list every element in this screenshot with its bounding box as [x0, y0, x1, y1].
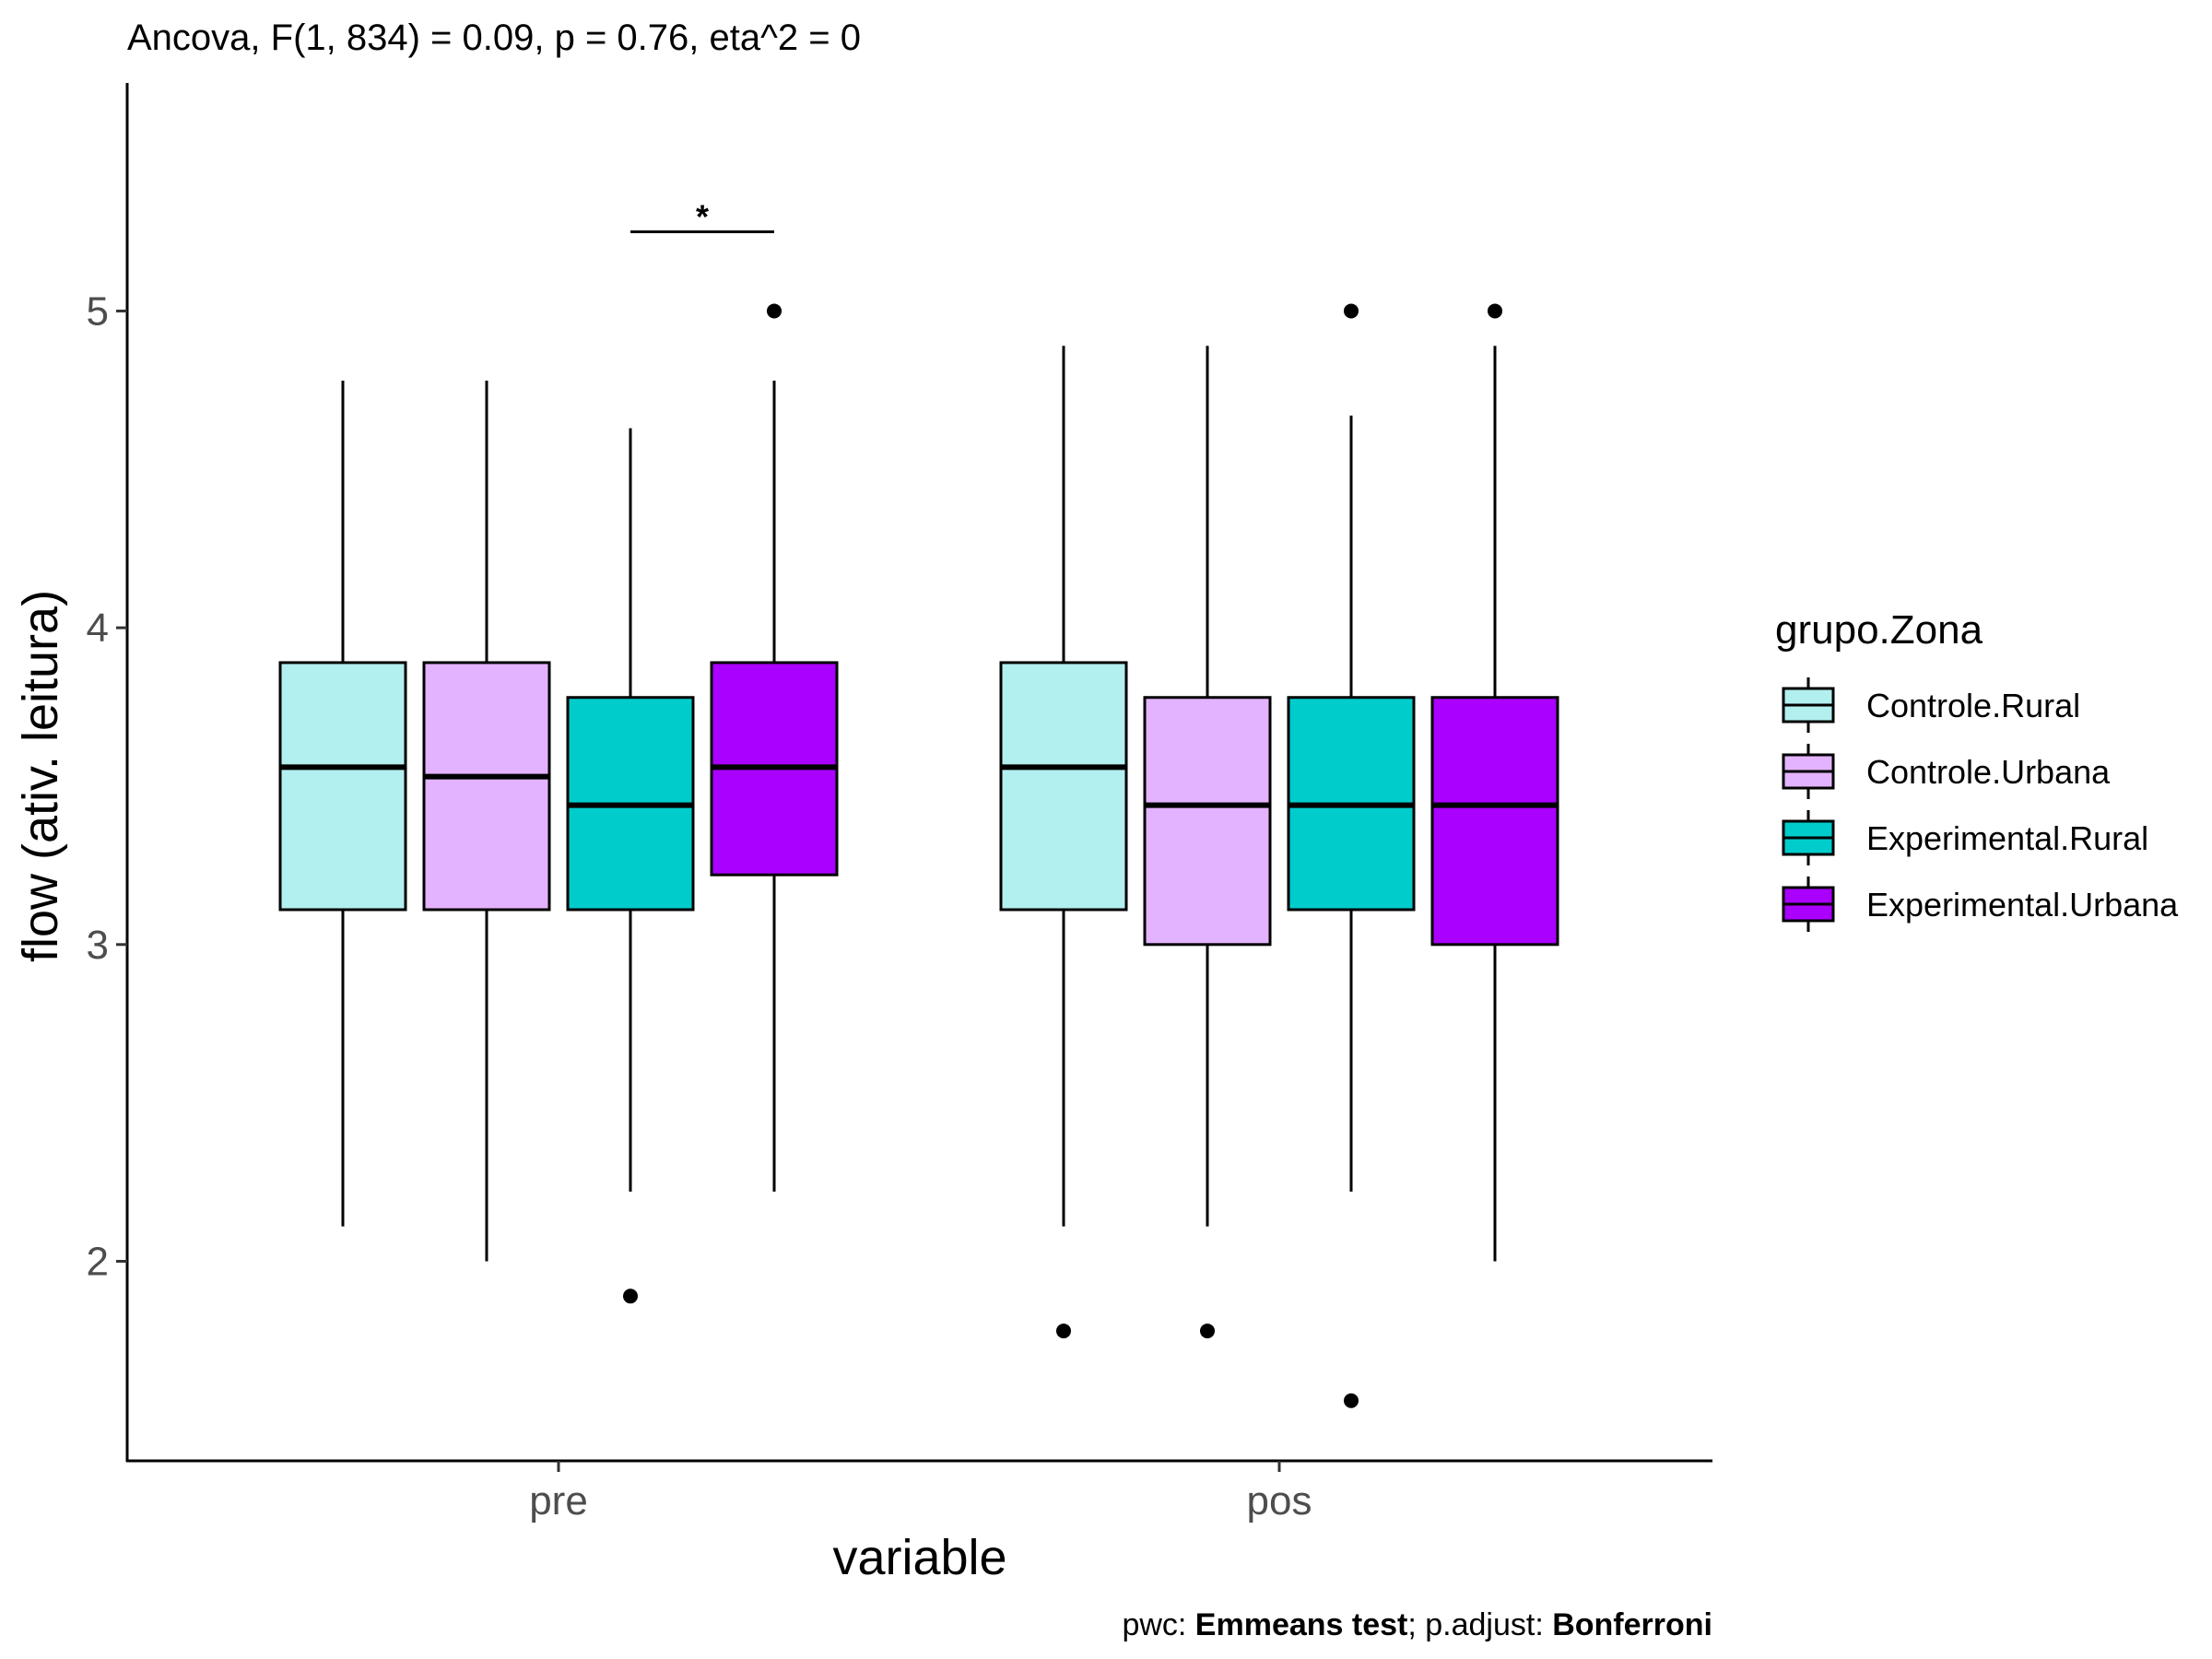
- caption-middle: ; p.adjust:: [1407, 1607, 1552, 1642]
- plot-area: 2 3 4 5 pre pos *: [87, 83, 1712, 1524]
- y-axis-title: flow (ativ. leitura): [13, 590, 68, 962]
- x-axis-title: variable: [832, 1530, 1006, 1585]
- legend-label: Controle.Urbana: [1866, 753, 2111, 791]
- caption-prefix: pwc:: [1122, 1607, 1194, 1642]
- outlier-point: [1344, 1393, 1359, 1408]
- y-tick-label: 5: [87, 288, 109, 334]
- x-tick-label: pre: [529, 1478, 588, 1524]
- x-tick-label: pos: [1247, 1478, 1312, 1524]
- box-body: [1430, 696, 1559, 947]
- box-body: [278, 661, 407, 912]
- caption-adjust: Bonferroni: [1552, 1607, 1712, 1642]
- chart-title: Ancova, F(1, 834) = 0.09, p = 0.76, eta^…: [127, 18, 861, 58]
- outlier-point: [623, 1288, 638, 1304]
- outlier-point: [1200, 1324, 1215, 1339]
- outlier-point: [767, 303, 782, 319]
- box-body: [999, 661, 1128, 912]
- y-tick-label: 4: [87, 606, 109, 651]
- legend-title: grupo.Zona: [1775, 607, 1983, 653]
- legend-label: Experimental.Rural: [1866, 819, 2148, 857]
- outlier-point: [1056, 1324, 1071, 1339]
- legend-label: Controle.Rural: [1866, 687, 2080, 724]
- caption: pwc: Emmeans test; p.adjust: Bonferroni: [1122, 1607, 1712, 1642]
- outlier-point: [1488, 303, 1502, 319]
- y-tick-label: 3: [87, 923, 109, 968]
- legend: Controle.Rural Controle.Urbana Experimenta…: [1782, 677, 2179, 932]
- significance-label: *: [696, 198, 709, 236]
- legend-label: Experimental.Urbana: [1866, 886, 2179, 924]
- box-body: [1143, 696, 1272, 947]
- caption-method: Emmeans test: [1195, 1607, 1408, 1642]
- outlier-point: [1344, 303, 1359, 319]
- y-tick-label: 2: [87, 1239, 109, 1284]
- box-body: [422, 661, 551, 912]
